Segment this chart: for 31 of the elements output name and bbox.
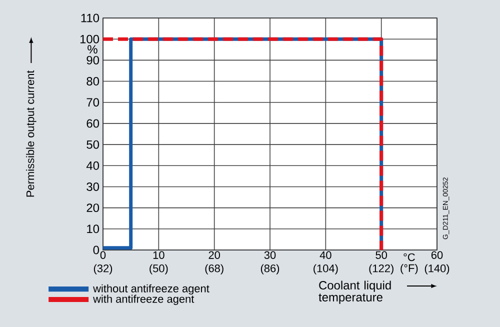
y-tick-label: 80 [86, 77, 100, 86]
x-tick-label: 40 [320, 251, 332, 259]
x-tick-label: 10 [153, 251, 164, 259]
y-tick-label: 90 [86, 56, 100, 64]
y-tick-label: 10 [87, 224, 100, 234]
legend-label: with antifreeze agent [93, 294, 194, 305]
x-axis-title: Coolant liquid temperature [318, 280, 391, 304]
x-tick-label: 60 [431, 251, 443, 259]
x-tick-label: 50 [376, 251, 387, 259]
x-tick-label: 30 [264, 251, 276, 259]
x2-tick-label: (86) [260, 264, 280, 274]
y-tick-label: 100 [80, 34, 100, 44]
y-tick-label: 110 [81, 14, 100, 22]
text: °C (°F) [400, 253, 418, 274]
x2-tick-label: (68) [205, 264, 224, 274]
y-tick-label: 20 [86, 204, 100, 212]
x2-tick-label: (50) [150, 264, 168, 274]
y-tick-label: 60 [86, 119, 100, 128]
x2-tick-label: (140) [424, 264, 450, 274]
x2-tick-label: (104) [314, 264, 338, 274]
x2-tick-label: (32) [94, 264, 112, 274]
x-tick-label: 20 [208, 251, 220, 259]
legend-label: without antifreeze agent [93, 284, 210, 295]
y-tick-label: 50 [86, 140, 100, 149]
x-tick-label: 0 [100, 251, 106, 259]
x2-tick-label: (122) [369, 264, 394, 274]
text: % [88, 45, 98, 54]
y-tick-label: 70 [86, 98, 100, 107]
y-axis-title: Permissible output current [26, 70, 36, 197]
y-tick-label: 40 [86, 161, 100, 170]
y-tick-label: 30 [86, 182, 100, 191]
